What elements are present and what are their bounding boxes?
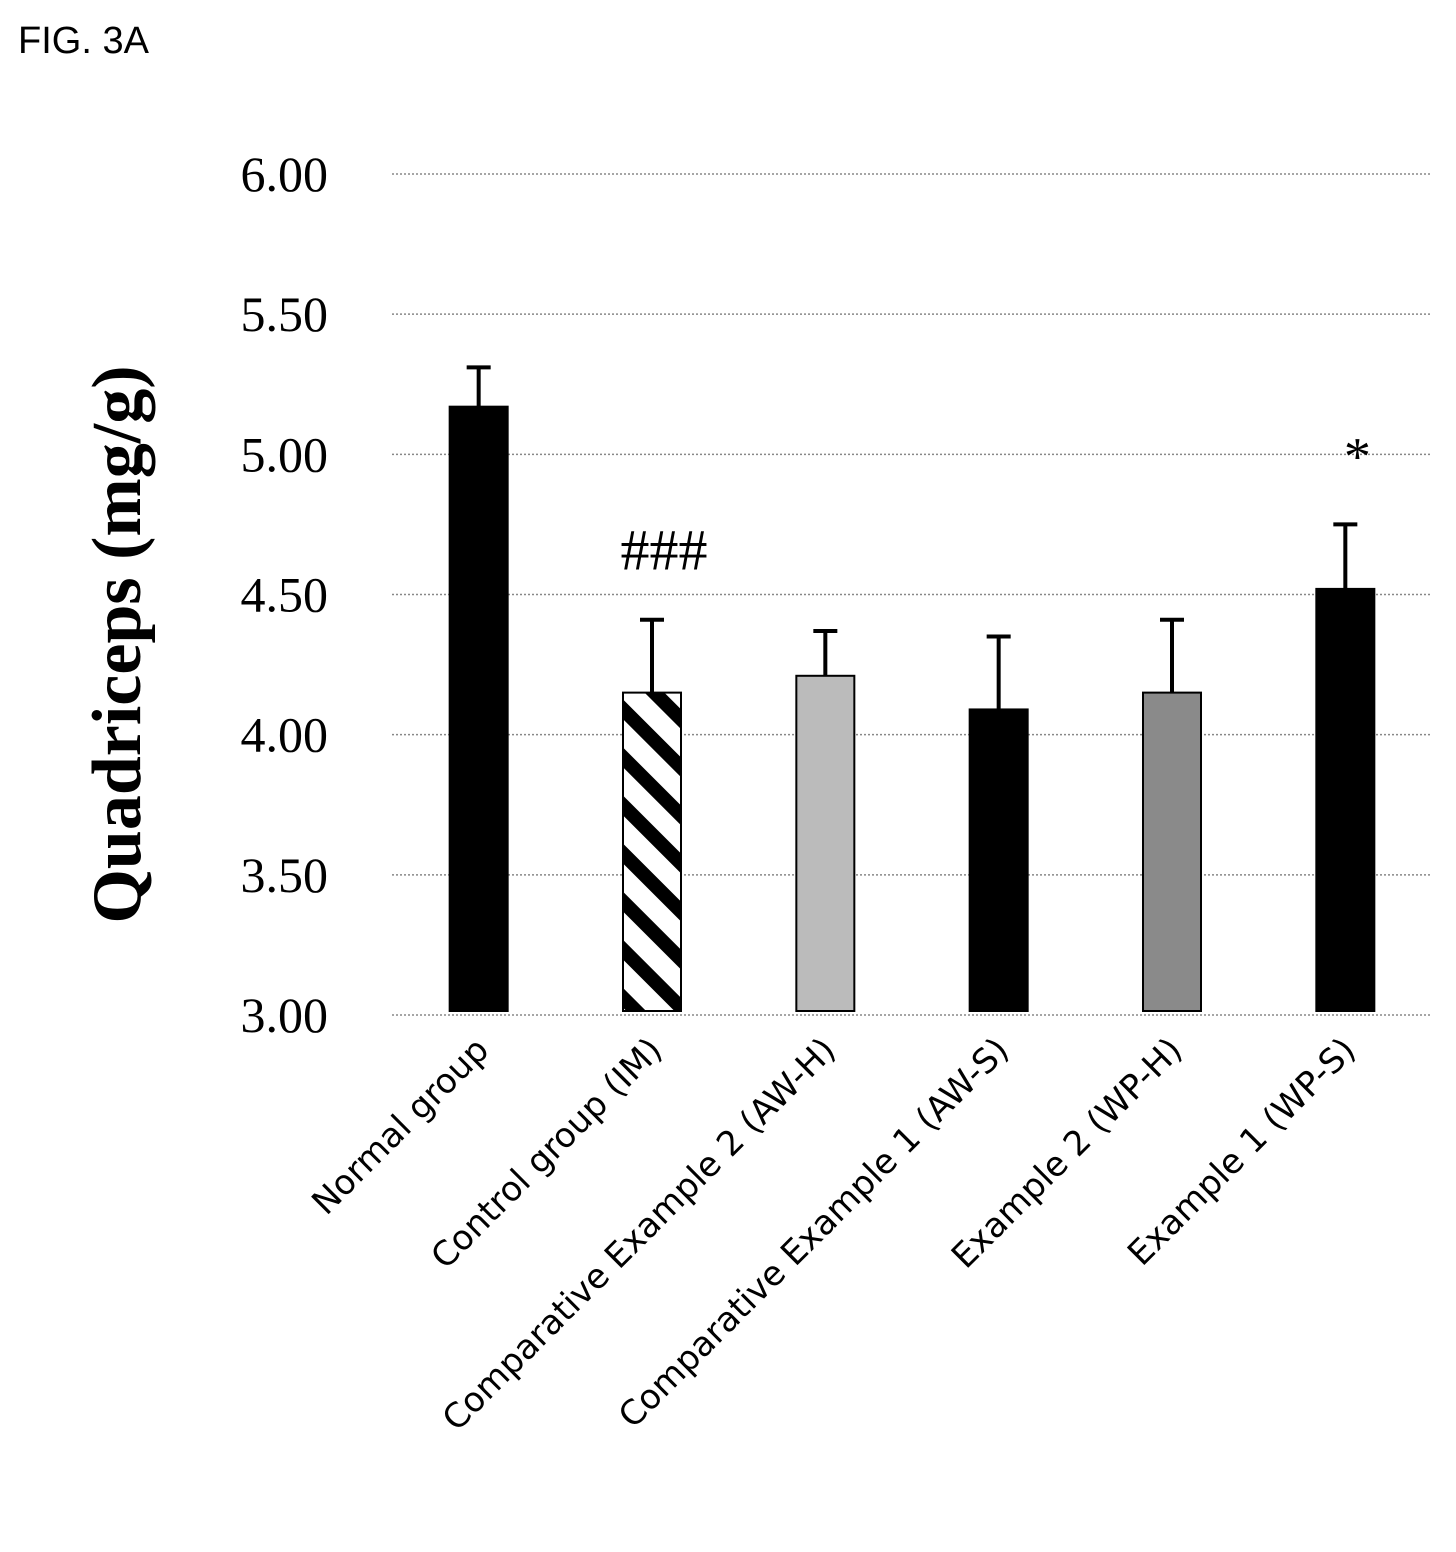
y-tick-label: 6.00 <box>241 146 329 202</box>
y-tick-label: 4.50 <box>241 567 329 623</box>
gridlines <box>392 173 1432 1016</box>
error-bars <box>466 365 1358 710</box>
y-tick-label: 3.50 <box>241 847 329 903</box>
annotations: ### * <box>621 426 1371 582</box>
x-category-label: Comparative Example 2 (AW-H) <box>435 1030 844 1439</box>
bar <box>1315 587 1376 1012</box>
bar <box>622 691 682 1012</box>
bar <box>968 708 1029 1012</box>
x-category-label: Normal group <box>304 1030 497 1223</box>
y-axis-label: Quadriceps (mg/g) <box>79 365 156 923</box>
bar <box>795 674 856 1013</box>
significance-hash: ### <box>621 518 708 583</box>
y-tick-label: 5.00 <box>241 426 329 482</box>
bars <box>448 405 1376 1013</box>
bar <box>448 405 509 1012</box>
y-axis-ticks: 6.00 5.50 5.00 4.50 4.00 3.50 3.00 <box>241 146 329 1043</box>
y-tick-label: 4.00 <box>241 707 329 763</box>
y-tick-label: 5.50 <box>241 286 329 342</box>
bar <box>1142 691 1202 1012</box>
x-category-label: Comparative Example 1 (AW-S) <box>611 1030 1017 1436</box>
significance-star: * <box>1344 426 1371 486</box>
y-tick-label: 3.00 <box>241 987 329 1043</box>
figure-label: FIG. 3A <box>18 20 149 62</box>
